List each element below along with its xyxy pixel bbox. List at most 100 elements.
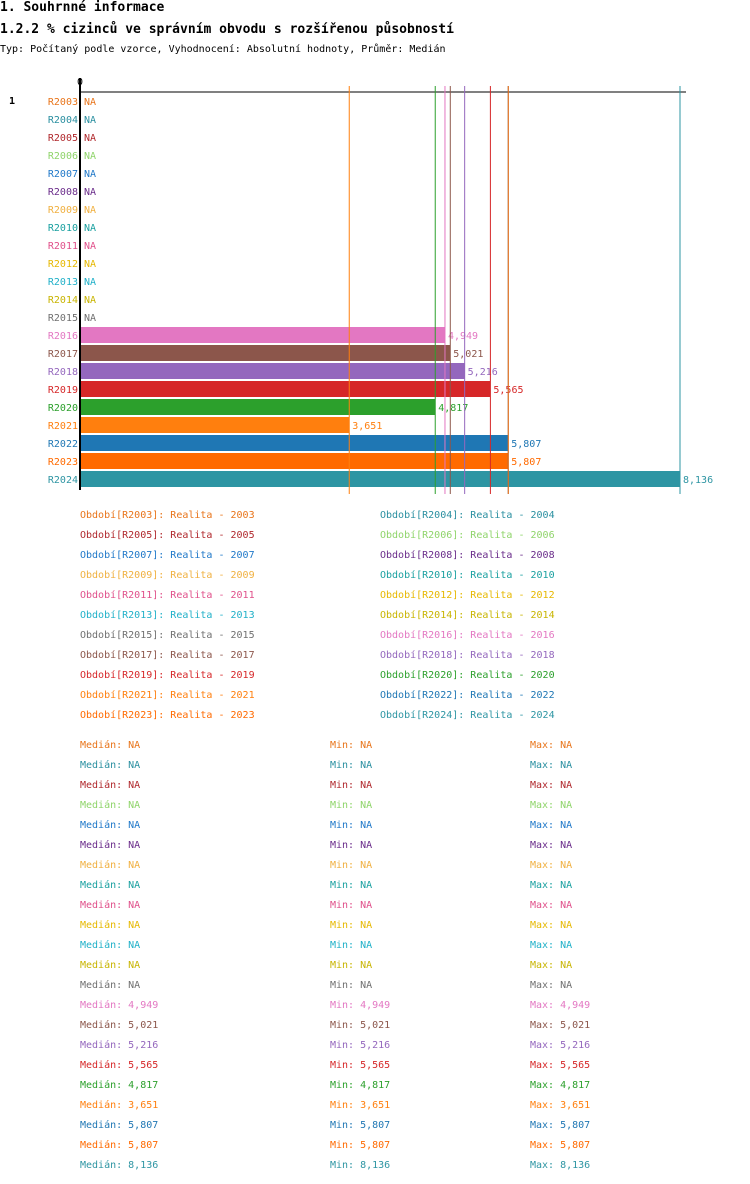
legend-item-R2014: Období[R2014]: Realita - 2014 <box>380 610 555 621</box>
category-label-R2011: R2011 <box>48 241 78 252</box>
category-label-R2007: R2007 <box>48 169 78 180</box>
category-label-R2023: R2023 <box>48 457 78 468</box>
stat-median-R2013: Medián: NA <box>80 940 141 951</box>
stat-median-R2014: Medián: NA <box>80 960 141 971</box>
category-label-R2016: R2016 <box>48 331 78 342</box>
category-label-R2015: R2015 <box>48 313 78 324</box>
stat-min-R2024: Min: 8,136 <box>330 1160 391 1171</box>
stat-max-R2006: Max: NA <box>530 800 573 811</box>
stat-median-R2024: Medián: 8,136 <box>80 1160 159 1171</box>
legend-item-R2020: Období[R2020]: Realita - 2020 <box>380 670 555 681</box>
value-label-R2006: NA <box>84 151 96 162</box>
value-label-R2007: NA <box>84 169 96 180</box>
legend-item-R2016: Období[R2016]: Realita - 2016 <box>380 630 555 641</box>
stat-max-R2015: Max: NA <box>530 980 573 991</box>
bar-R2023 <box>81 453 509 469</box>
chart-title: 1.2.2 % cizinců ve správním obvodu s roz… <box>0 22 454 37</box>
stat-max-R2017: Max: 5,021 <box>530 1020 591 1031</box>
stat-max-R2019: Max: 5,565 <box>530 1060 591 1071</box>
stat-min-R2020: Min: 4,817 <box>330 1080 391 1091</box>
stat-min-R2006: Min: NA <box>330 800 373 811</box>
stat-min-R2013: Min: NA <box>330 940 373 951</box>
value-label-R2008: NA <box>84 187 96 198</box>
value-label-R2016: 4,949 <box>448 331 478 342</box>
legend-item-R2013: Období[R2013]: Realita - 2013 <box>80 610 255 621</box>
stat-median-R2004: Medián: NA <box>80 760 141 771</box>
legend-item-R2009: Období[R2009]: Realita - 2009 <box>80 570 255 581</box>
value-label-R2005: NA <box>84 133 96 144</box>
stat-min-R2018: Min: 5,216 <box>330 1040 391 1051</box>
legend-item-R2010: Období[R2010]: Realita - 2010 <box>380 570 555 581</box>
stat-min-R2014: Min: NA <box>330 960 373 971</box>
category-label-R2017: R2017 <box>48 349 78 360</box>
stat-min-R2023: Min: 5,807 <box>330 1140 391 1151</box>
chart-subtitle: Typ: Počítaný podle vzorce, Vyhodnocení:… <box>0 44 446 55</box>
stat-median-R2012: Medián: NA <box>80 920 141 931</box>
stat-min-R2021: Min: 3,651 <box>330 1100 391 1111</box>
stat-max-R2003: Max: NA <box>530 740 573 751</box>
stat-median-R2010: Medián: NA <box>80 880 141 891</box>
value-label-R2003: NA <box>84 97 96 108</box>
stat-max-R2023: Max: 5,807 <box>530 1140 591 1151</box>
legend-item-R2021: Období[R2021]: Realita - 2021 <box>80 690 255 701</box>
legend-item-R2003: Období[R2003]: Realita - 2003 <box>80 510 255 521</box>
legend-item-R2023: Období[R2023]: Realita - 2023 <box>80 710 255 721</box>
value-label-R2022: 5,807 <box>511 439 541 450</box>
legend-item-R2012: Období[R2012]: Realita - 2012 <box>380 590 555 601</box>
category-label-R2018: R2018 <box>48 367 78 378</box>
stat-max-R2014: Max: NA <box>530 960 573 971</box>
legend-item-R2007: Období[R2007]: Realita - 2007 <box>80 550 255 561</box>
stat-median-R2019: Medián: 5,565 <box>80 1060 159 1071</box>
stat-min-R2016: Min: 4,949 <box>330 1000 391 1011</box>
category-label-R2006: R2006 <box>48 151 78 162</box>
stat-min-R2011: Min: NA <box>330 900 373 911</box>
stat-max-R2020: Max: 4,817 <box>530 1080 591 1091</box>
stat-max-R2024: Max: 8,136 <box>530 1160 591 1171</box>
stat-max-R2010: Max: NA <box>530 880 573 891</box>
stat-min-R2004: Min: NA <box>330 760 373 771</box>
stat-median-R2011: Medián: NA <box>80 900 141 911</box>
value-label-R2023: 5,807 <box>511 457 541 468</box>
stat-max-R2011: Max: NA <box>530 900 573 911</box>
stat-min-R2017: Min: 5,021 <box>330 1020 391 1031</box>
value-label-R2004: NA <box>84 115 96 126</box>
stat-max-R2016: Max: 4,949 <box>530 1000 591 1011</box>
stat-median-R2017: Medián: 5,021 <box>80 1020 159 1031</box>
category-label-R2005: R2005 <box>48 133 78 144</box>
bar-chart: 01R2003NAR2004NAR2005NAR2006NAR2007NAR20… <box>9 77 713 494</box>
value-label-R2021: 3,651 <box>352 421 382 432</box>
value-label-R2018: 5,216 <box>468 367 498 378</box>
stat-max-R2012: Max: NA <box>530 920 573 931</box>
value-label-R2010: NA <box>84 223 96 234</box>
bar-R2016 <box>81 327 445 343</box>
stat-min-R2008: Min: NA <box>330 840 373 851</box>
stat-min-R2009: Min: NA <box>330 860 373 871</box>
legend-item-R2008: Období[R2008]: Realita - 2008 <box>380 550 555 561</box>
stat-max-R2022: Max: 5,807 <box>530 1120 591 1131</box>
stat-median-R2007: Medián: NA <box>80 820 141 831</box>
stat-min-R2010: Min: NA <box>330 880 373 891</box>
value-label-R2020: 4,817 <box>438 403 468 414</box>
stat-max-R2005: Max: NA <box>530 780 573 791</box>
legend-item-R2024: Období[R2024]: Realita - 2024 <box>380 710 555 721</box>
category-label-R2021: R2021 <box>48 421 78 432</box>
bar-R2018 <box>81 363 465 379</box>
value-label-R2009: NA <box>84 205 96 216</box>
stat-min-R2003: Min: NA <box>330 740 373 751</box>
stat-max-R2018: Max: 5,216 <box>530 1040 591 1051</box>
legend-item-R2017: Období[R2017]: Realita - 2017 <box>80 650 255 661</box>
stat-median-R2022: Medián: 5,807 <box>80 1120 159 1131</box>
category-label-R2010: R2010 <box>48 223 78 234</box>
legend-item-R2005: Období[R2005]: Realita - 2005 <box>80 530 255 541</box>
section-title: 1. Souhrnné informace <box>0 0 165 15</box>
value-label-R2015: NA <box>84 313 96 324</box>
stat-max-R2021: Max: 3,651 <box>530 1100 591 1111</box>
legend-item-R2019: Období[R2019]: Realita - 2019 <box>80 670 255 681</box>
legend-item-R2015: Období[R2015]: Realita - 2015 <box>80 630 255 641</box>
legend-item-R2022: Období[R2022]: Realita - 2022 <box>380 690 555 701</box>
value-label-R2014: NA <box>84 295 96 306</box>
category-label-R2004: R2004 <box>48 115 78 126</box>
value-label-R2013: NA <box>84 277 96 288</box>
stat-max-R2007: Max: NA <box>530 820 573 831</box>
legend-item-R2011: Období[R2011]: Realita - 2011 <box>80 590 255 601</box>
